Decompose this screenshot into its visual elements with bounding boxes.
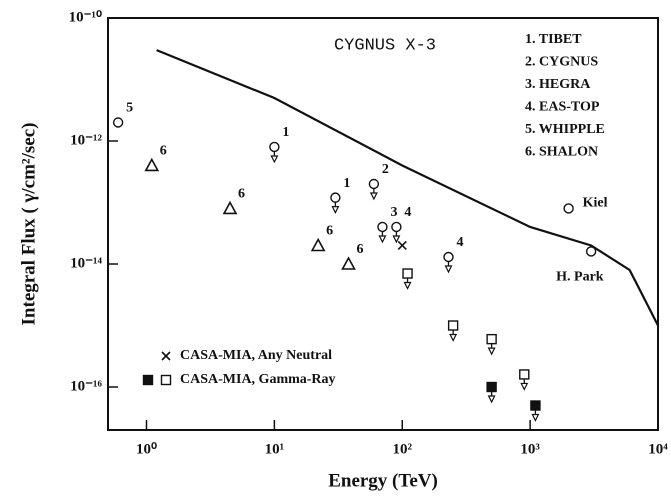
marker-square — [486, 381, 497, 393]
upper-limit-head — [531, 413, 540, 422]
legend-label: CASA-MIA, Gamma-Ray — [180, 372, 336, 387]
data-point — [310, 237, 326, 252]
y-tick-label: 10⁻¹² — [70, 132, 102, 148]
marker-circle — [391, 221, 402, 233]
point-label: 6 — [238, 187, 245, 202]
upper-limit-head — [369, 192, 378, 201]
point-label: H. Park — [556, 270, 604, 285]
legend-label: CASA-MIA, Any Neutral — [180, 348, 332, 363]
marker-triangle — [222, 200, 238, 215]
upper-limit-head — [403, 281, 412, 290]
upper-limit-head — [444, 265, 453, 274]
marker-triangle — [144, 157, 160, 172]
data-point — [269, 141, 280, 164]
y-tick-label: 10⁻¹⁰ — [69, 9, 102, 25]
legend-label: 1. TIBET — [525, 32, 582, 47]
data-point — [222, 200, 238, 215]
y-tick-label: 10⁻¹⁶ — [70, 378, 102, 394]
point-label: 1 — [282, 125, 289, 140]
data-point — [486, 381, 497, 404]
x-axis-label: Energy (TeV) — [328, 470, 438, 491]
upper-limit-head — [331, 206, 340, 214]
upper-limit-head — [378, 235, 387, 244]
upper-limit-head — [449, 333, 458, 342]
marker-square — [160, 374, 172, 386]
point-label: 6 — [160, 144, 167, 159]
legend-label: 3. HEGRA — [525, 77, 591, 92]
upper-limit-head — [520, 382, 529, 391]
marker-square — [486, 333, 497, 345]
point-label: 6 — [326, 224, 333, 239]
marker-cross — [397, 240, 407, 251]
marker-circle — [377, 221, 388, 233]
marker-triangle — [341, 256, 356, 270]
marker-circle — [269, 141, 280, 153]
point-label: 4 — [404, 205, 411, 220]
legend-label: 4. EAS-TOP — [525, 100, 600, 115]
marker-square — [530, 400, 541, 411]
y-tick-label: 10⁻¹⁴ — [70, 255, 102, 271]
upper-limit-head — [487, 395, 496, 404]
data-point — [397, 240, 407, 251]
point-label: 3 — [390, 205, 397, 220]
data-point — [391, 221, 402, 244]
plot-frame — [107, 17, 659, 431]
data-point — [112, 117, 124, 128]
data-point — [563, 203, 574, 214]
marker-cross — [161, 351, 171, 361]
upper-limit-head — [270, 155, 279, 164]
data-point — [368, 178, 380, 201]
data-point — [530, 400, 541, 422]
point-label: 6 — [357, 242, 364, 257]
chart-title: CYGNUS X-3 — [334, 36, 436, 55]
marker-circle — [563, 203, 574, 214]
limit-curve — [156, 49, 659, 327]
legend-label: 5. WHIPPLE — [525, 122, 605, 137]
data-point — [341, 256, 356, 270]
data-point — [519, 369, 530, 391]
marker-circle — [368, 178, 380, 190]
marker-circle — [585, 246, 597, 257]
legend-marker — [161, 351, 171, 361]
point-label: 1 — [343, 176, 350, 191]
data-point — [585, 246, 597, 257]
legend-marker — [142, 374, 172, 386]
marker-square — [142, 374, 154, 386]
point-label: Kiel — [583, 196, 608, 211]
point-label: 4 — [457, 235, 464, 250]
marker-square — [402, 268, 413, 279]
data-point — [443, 251, 454, 274]
upper-limit-head — [487, 347, 496, 356]
data-point — [486, 333, 497, 356]
legend-label: 6. SHALON — [525, 145, 598, 160]
marker-square — [447, 320, 459, 331]
data-point — [447, 320, 459, 342]
x-tick-label: 10⁴ — [648, 441, 668, 457]
marker-triangle — [310, 237, 326, 252]
point-label: 2 — [382, 162, 389, 177]
marker-circle — [112, 117, 124, 128]
data-point — [377, 221, 388, 244]
y-axis-label: Integral Flux ( γ/cm²/sec) — [18, 123, 39, 326]
x-tick-label: 10² — [392, 441, 412, 457]
x-tick-label: 10⁰ — [136, 441, 157, 457]
data-point — [402, 268, 413, 290]
point-label: 5 — [126, 101, 133, 116]
marker-square — [519, 369, 530, 380]
x-tick-label: 10³ — [520, 441, 540, 457]
data-point — [330, 192, 341, 214]
x-tick-label: 10¹ — [265, 441, 285, 457]
marker-circle — [330, 192, 341, 203]
marker-circle — [443, 251, 454, 263]
legend-label: 2. CYGNUS — [525, 55, 598, 70]
upper-limit-head — [392, 235, 401, 244]
data-point — [144, 157, 160, 172]
